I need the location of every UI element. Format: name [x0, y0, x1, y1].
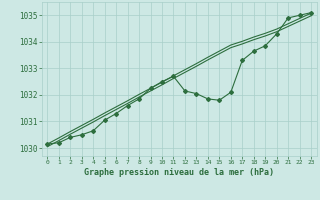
X-axis label: Graphe pression niveau de la mer (hPa): Graphe pression niveau de la mer (hPa) [84, 168, 274, 177]
